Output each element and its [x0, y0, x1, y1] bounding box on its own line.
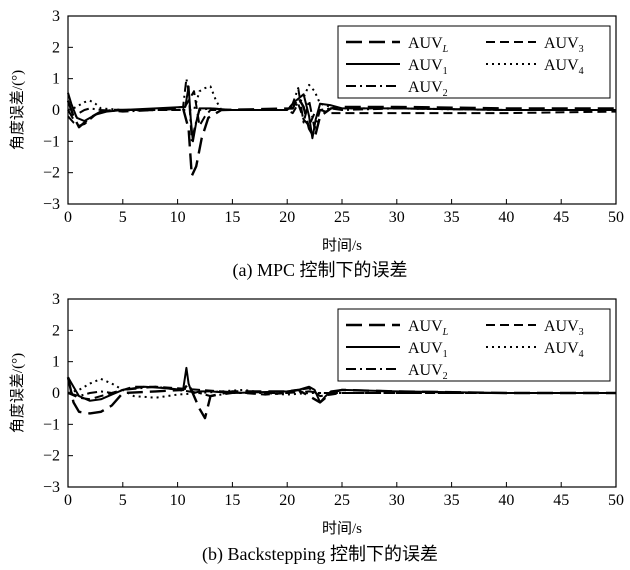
legend-box [337, 25, 611, 99]
y-axis-label: 角度误差/(°) [9, 353, 26, 433]
series-group [66, 366, 616, 420]
x-tick-label: 0 [64, 209, 72, 226]
legend-label-auvl: AUVL [408, 318, 449, 338]
caption-a: (a) MPC 控制下的误差 [233, 260, 408, 281]
series-line-auvl [66, 377, 616, 420]
legend-label-auv2: AUV2 [408, 79, 448, 99]
legend-label-auv1: AUV1 [408, 340, 448, 360]
legend-label-auv3: AUV3 [544, 35, 584, 55]
y-tick-label: −1 [43, 133, 60, 150]
y-axis-label: 角度误差/(°) [9, 70, 26, 150]
series-line-auv2 [67, 385, 616, 398]
legend-label-auvl: AUVL [408, 35, 449, 55]
legend: AUVL AUV1 AUV2 AUV3 AUV4 [337, 25, 611, 99]
x-tick-label: 40 [498, 209, 514, 226]
x-tick-label: 10 [170, 209, 186, 226]
x-tick-label: 5 [119, 492, 127, 509]
x-tick-label: 40 [498, 492, 514, 509]
y-tick-label: 0 [52, 385, 60, 402]
x-tick-label: 20 [279, 209, 295, 226]
series-line-auv4 [67, 83, 616, 111]
x-tick-label: 50 [608, 209, 624, 226]
y-tick-label: −3 [43, 196, 60, 213]
legend-label-auv3: AUV3 [544, 318, 584, 338]
y-tick-label: 2 [52, 322, 60, 339]
x-tick-label: 45 [553, 209, 569, 226]
x-tick-label: 15 [224, 492, 240, 509]
series-group [66, 77, 617, 177]
x-tick-label: 25 [334, 209, 350, 226]
y-tick-label: 3 [52, 8, 60, 25]
x-tick-label: 15 [224, 209, 240, 226]
x-tick-label: 0 [64, 492, 72, 509]
series-line-auv3 [67, 90, 617, 127]
x-tick-label: 35 [444, 209, 460, 226]
y-tick-label: 0 [52, 102, 60, 119]
y-tick-label: 1 [52, 354, 60, 371]
y-tick-label: −1 [43, 416, 60, 433]
y-tick-label: −2 [43, 165, 60, 182]
x-tick-label: 30 [389, 209, 405, 226]
y-tick-label: 2 [52, 39, 60, 56]
x-tick-label: 35 [444, 492, 460, 509]
x-axis-label: 时间/s [322, 237, 362, 254]
series-line-auv4 [67, 377, 616, 399]
x-tick-label: 30 [389, 492, 405, 509]
legend-label-auv4: AUV4 [544, 57, 584, 77]
x-tick-label: 5 [119, 209, 127, 226]
legend: AUVL AUV1 AUV2 AUV3 AUV4 [337, 308, 611, 382]
x-tick-label: 50 [608, 492, 624, 509]
x-tick-label: 45 [553, 492, 569, 509]
y-tick-label: 3 [52, 291, 60, 308]
y-tick-label: −2 [43, 448, 60, 465]
y-tick-label: 1 [52, 71, 60, 88]
legend-label-auv2: AUV2 [408, 362, 448, 382]
x-tick-label: 25 [334, 492, 350, 509]
caption-b: (b) Backstepping 控制下的误差 [202, 544, 438, 565]
legend-box [337, 308, 611, 382]
y-tick-label: −3 [43, 479, 60, 496]
x-tick-label: 10 [170, 492, 186, 509]
legend-label-auv1: AUV1 [408, 57, 448, 77]
legend-label-auv4: AUV4 [544, 340, 584, 360]
x-axis-label: 时间/s [322, 520, 362, 537]
x-tick-label: 20 [279, 492, 295, 509]
